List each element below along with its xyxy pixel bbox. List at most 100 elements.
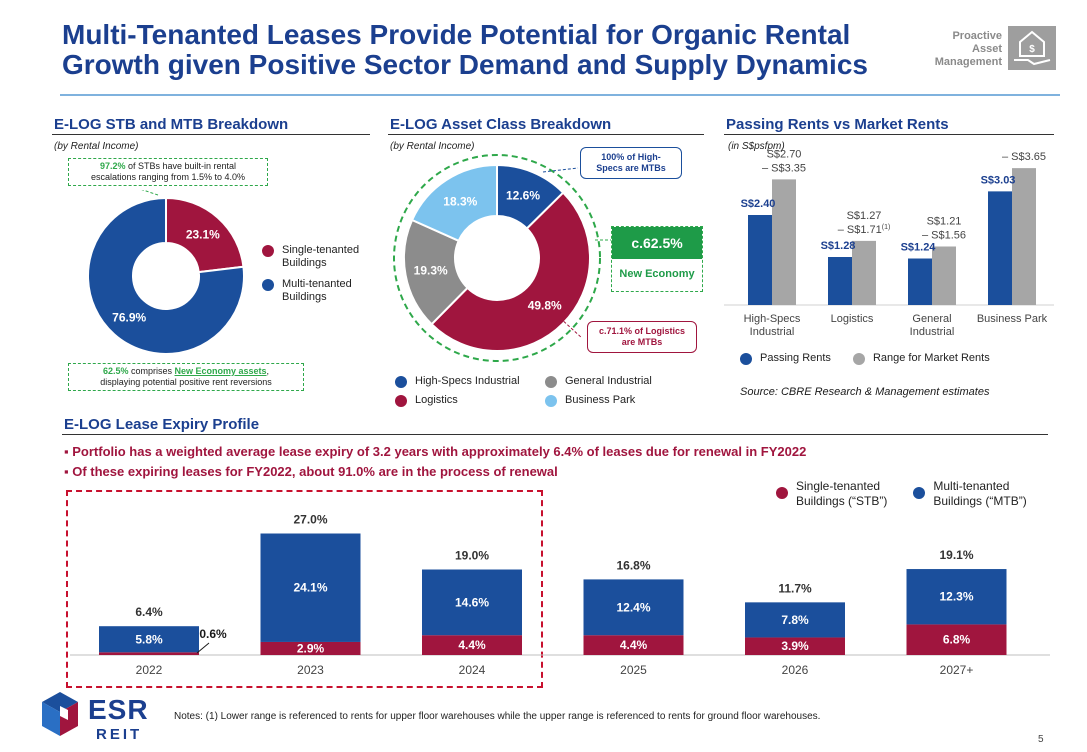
rents-legend: Passing Rents Range for Market Rents (740, 352, 990, 365)
legend-dot-passing (740, 353, 752, 365)
asset-class-label-1: 12.6% (506, 189, 540, 203)
asset-class-subtitle: (by Rental Income) (390, 141, 475, 152)
new-economy-value: c.62.5% (612, 227, 702, 259)
house-hand-icon: $ (1008, 26, 1056, 70)
new-economy-link[interactable]: New Economy assets (174, 366, 267, 376)
rents-market-label-b: – S$1.71(1) (838, 224, 891, 236)
footnote: Notes: (1) Lower range is referenced to … (174, 711, 821, 722)
expiry-year-label: 2026 (782, 663, 809, 677)
legend-dot-expiry-stb (776, 487, 788, 499)
rents-market-label-a: S$2.70 (767, 150, 802, 160)
callout-top-line-1: 100% of High- (601, 152, 661, 162)
legend-mtb-line-1: Multi-tenanted (282, 278, 352, 290)
expiry-chart: 5.8% 0.6% 6.4% 2022 24.1% 2.9% 27.0% 2023 14.6% 4… (70, 513, 1050, 677)
note-top-value: 97.2% (99, 161, 126, 171)
note-top-text-b: escalations ranging from 1.5% to 4.0% (90, 172, 246, 182)
expiry-mtb-label: 12.3% (939, 590, 973, 604)
callout-bottom-line-2: are MTBs (621, 337, 663, 347)
asset-class-label-3: 19.3% (414, 263, 448, 277)
title-divider (60, 94, 1060, 96)
donut-leader-top (141, 190, 159, 196)
logistics-callout: c.71.1% of Logistics are MTBs (587, 321, 697, 353)
bullet-1-text: Portfolio has a weighted average lease e… (72, 444, 807, 459)
legend-dot-stb (262, 245, 274, 257)
legend-general: General Industrial (545, 375, 695, 388)
legend-general-label: General Industrial (565, 375, 652, 387)
callout-top-line-2: Specs are MTBs (596, 163, 666, 173)
expiry-stb-label: 4.4% (620, 638, 648, 652)
stb-mtb-slice-2 (87, 196, 245, 355)
stb-mtb-legend: Single-tenanted Buildings Multi-tenanted B… (262, 244, 359, 304)
note-top-text-a: of STBs have built-in rental (125, 161, 237, 171)
expiry-mtb-bar (422, 569, 522, 636)
note-bottom-text-b: , (266, 366, 270, 376)
expiry-stb-label: 4.4% (458, 638, 486, 652)
expiry-year-label: 2023 (297, 663, 324, 677)
expiry-stb-bar (422, 635, 522, 655)
rents-passing-label: S$3.03 (981, 174, 1016, 186)
expiry-stb-leader (196, 642, 210, 654)
expiry-bullet-1: ▪ Portfolio has a weighted average lease… (64, 444, 807, 459)
legend-market: Range for Market Rents (852, 352, 990, 365)
legend-logistics-label: Logistics (415, 394, 458, 406)
stb-mtb-slice-1 (165, 196, 245, 274)
expiry-stb-bar (906, 624, 1007, 655)
expiry-mtb-label: 5.8% (135, 632, 163, 646)
expiry-total-label: 6.4% (135, 605, 163, 619)
rents-category-label: Business Park (977, 313, 1048, 325)
asset-class-donut: 12.6% 49.8% 19.3% 18.3% (393, 154, 612, 362)
rents-passing-bar (828, 257, 852, 305)
expiry-year-label: 2022 (136, 663, 163, 677)
new-economy-note: 62.5% comprises New Economy assets, disp… (68, 363, 304, 391)
expiry-legend: Single-tenanted Buildings (“STB”) Multi-t… (776, 479, 1027, 509)
legend-mtb: Multi-tenanted Buildings (262, 278, 359, 304)
rents-subtitle: (in S$psfpm) (728, 141, 785, 152)
rents-passing-label: S$1.24 (901, 242, 937, 254)
title-line-2: Growth given Positive Sector Demand and … (62, 49, 868, 80)
fy-highlight-box (66, 490, 543, 688)
rents-rule (724, 134, 1054, 135)
rents-category-label: Logistics (831, 313, 874, 325)
expiry-year-label: 2027+ (940, 663, 974, 677)
asset-class-slice-2 (430, 191, 591, 352)
expiry-mtb-label: 14.6% (455, 595, 489, 609)
page-number: 5 (1038, 734, 1044, 745)
legend-expiry-mtb: Multi-tenanted Buildings (“MTB”) (913, 479, 1027, 509)
legend-dot-business-park (545, 395, 557, 407)
callout-leader-top (542, 167, 579, 173)
svg-text:$: $ (1029, 44, 1035, 55)
expiry-mtb-bar (99, 626, 199, 653)
logo-sub: REIT (96, 726, 143, 743)
callout-bottom-line-1: c.71.1% of Logistics (598, 326, 686, 336)
legend-expiry-mtb-line-2: Buildings (“MTB”) (933, 494, 1027, 508)
expiry-stb-bar (99, 652, 199, 655)
legend-high-specs-label: High-Specs Industrial (415, 375, 520, 387)
expiry-title: E-LOG Lease Expiry Profile (64, 416, 260, 433)
legend-business-park: Business Park (545, 394, 695, 407)
expiry-mtb-label: 7.8% (781, 613, 809, 627)
asset-class-slice-4 (410, 163, 498, 243)
legend-dot-expiry-mtb (913, 487, 926, 499)
expiry-stb-label: 3.9% (781, 639, 809, 653)
asset-class-legend: High-Specs Industrial General Industrial… (395, 375, 695, 407)
expiry-total-label: 11.7% (778, 581, 812, 595)
legend-expiry-stb: Single-tenanted Buildings (“STB”) (776, 479, 887, 509)
high-specs-callout: 100% of High- Specs are MTBs (580, 147, 682, 179)
bullet-2-text: Of these expiring leases for FY2022, abo… (72, 464, 558, 479)
esr-logo-icon (40, 690, 80, 738)
asset-class-title: E-LOG Asset Class Breakdown (390, 116, 612, 133)
badge-line-1: Proactive (952, 30, 1002, 42)
stb-escalation-note: 97.2% of STBs have built-in rental escal… (68, 158, 268, 186)
legend-dot-general (545, 376, 557, 388)
note-bottom-value: 62.5% (102, 366, 129, 376)
asset-class-label-4: 18.3% (443, 194, 477, 208)
expiry-total-label: 19.1% (939, 548, 973, 562)
rents-market-label-a: S$1.21 (927, 216, 962, 228)
section-badge: Proactive Asset Management (922, 30, 1002, 69)
legend-expiry-stb-line-1: Single-tenanted (796, 479, 881, 493)
rents-source: Source: CBRE Research & Management estim… (740, 386, 990, 398)
rents-passing-label: S$1.28 (821, 240, 856, 252)
rents-market-label-b: – S$3.65 (1002, 151, 1046, 163)
stb-mtb-subtitle: (by Rental Income) (54, 141, 139, 152)
legend-logistics: Logistics (395, 394, 545, 407)
